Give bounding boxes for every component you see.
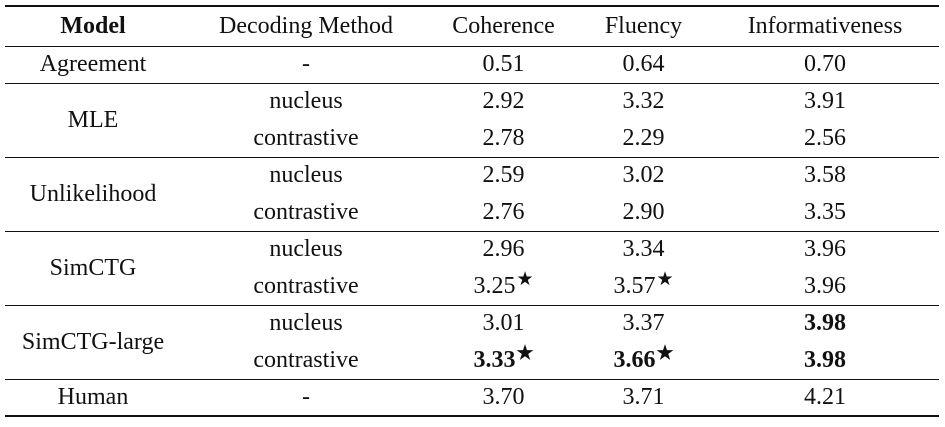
informativeness-cell: 3.58 xyxy=(711,156,939,194)
significance-star-icon: ★ xyxy=(516,268,534,290)
human-informativeness-cell: 4.21 xyxy=(711,378,939,417)
fluency-cell: 2.29 xyxy=(622,124,665,151)
fluency-cell: 2.90 xyxy=(622,198,665,225)
informativeness-cell: 3.96 xyxy=(711,230,939,268)
decoding-cell: contrastive xyxy=(253,124,359,151)
informativeness-cell: 3.96 xyxy=(804,272,846,299)
model-cell-simctg-large: SimCTG-large xyxy=(5,304,181,379)
fluency-cell: 3.37 xyxy=(576,304,711,342)
fluency-value: 3.66 xyxy=(613,346,656,373)
decoding-cell: nucleus xyxy=(181,156,431,194)
fluency-cell: 3.32 xyxy=(576,82,711,120)
results-table-container: Model Decoding Method Coherence Fluency … xyxy=(5,0,939,417)
header-model: Model xyxy=(60,12,126,39)
mle-nucleus-row: MLE nucleus 2.92 3.32 3.91 xyxy=(5,82,939,157)
significance-star-icon: ★ xyxy=(656,268,674,290)
agreement-decoding-cell: - xyxy=(302,51,310,77)
header-coherence: Coherence xyxy=(452,12,555,39)
informativeness-cell-best: 3.98 xyxy=(804,346,846,373)
coherence-cell: 3.25★ xyxy=(431,268,576,305)
header-informativeness: Informativeness xyxy=(747,12,903,39)
header-fluency: Fluency xyxy=(604,12,683,39)
agreement-informativeness-cell: 0.70 xyxy=(804,51,846,77)
human-evaluation-table: Model Decoding Method Coherence Fluency … xyxy=(5,5,939,417)
informativeness-cell-best: 3.98 xyxy=(711,304,939,342)
informativeness-cell: 3.35 xyxy=(804,198,846,225)
decoding-cell: contrastive xyxy=(253,346,359,373)
model-cell-unlikelihood: Unlikelihood xyxy=(5,156,181,231)
significance-star-icon: ★ xyxy=(656,342,674,364)
fluency-cell: 3.57★ xyxy=(576,268,711,305)
human-coherence-cell: 3.70 xyxy=(431,378,576,417)
unlikelihood-contrastive-row: contrastive 2.76 2.90 3.35 xyxy=(5,194,939,231)
coherence-value: 3.33 xyxy=(473,346,516,373)
fluency-cell: 3.34 xyxy=(576,230,711,268)
human-model-cell: Human xyxy=(5,378,181,417)
coherence-cell-best: 3.33★ xyxy=(431,342,576,379)
agreement-coherence-cell: 0.51 xyxy=(482,51,525,77)
coherence-cell: 2.76 xyxy=(482,198,525,225)
coherence-cell: 2.92 xyxy=(431,82,576,120)
human-fluency-cell: 3.71 xyxy=(576,378,711,417)
model-cell-mle: MLE xyxy=(5,82,181,157)
fluency-value: 3.57 xyxy=(613,272,656,299)
agreement-row: Agreement - 0.51 0.64 0.70 xyxy=(5,46,939,83)
header-row: Model Decoding Method Coherence Fluency … xyxy=(5,6,939,46)
decoding-cell: contrastive xyxy=(253,272,359,299)
human-row: Human - 3.70 3.71 4.21 xyxy=(5,378,939,417)
coherence-cell: 2.59 xyxy=(431,156,576,194)
simctg-contrastive-row: contrastive 3.25★ 3.57★ 3.96 xyxy=(5,268,939,305)
coherence-cell: 3.01 xyxy=(431,304,576,342)
simctg-nucleus-row: SimCTG nucleus 2.96 3.34 3.96 xyxy=(5,230,939,305)
mle-contrastive-row: contrastive 2.78 2.29 2.56 xyxy=(5,120,939,157)
decoding-cell: nucleus xyxy=(181,304,431,342)
simctg-large-nucleus-row: SimCTG-large nucleus 3.01 3.37 3.98 xyxy=(5,304,939,379)
decoding-cell: contrastive xyxy=(253,198,359,225)
model-cell-simctg: SimCTG xyxy=(5,230,181,305)
fluency-cell-best: 3.66★ xyxy=(576,342,711,379)
unlikelihood-nucleus-row: Unlikelihood nucleus 2.59 3.02 3.58 xyxy=(5,156,939,231)
decoding-cell: nucleus xyxy=(181,82,431,120)
agreement-fluency-cell: 0.64 xyxy=(622,51,665,77)
agreement-model-cell: Agreement xyxy=(39,51,147,77)
header-decoding-method: Decoding Method xyxy=(219,12,393,39)
simctg-large-contrastive-row: contrastive 3.33★ 3.66★ 3.98 xyxy=(5,342,939,379)
fluency-cell: 3.02 xyxy=(576,156,711,194)
human-decoding-cell: - xyxy=(181,378,431,417)
coherence-cell: 2.78 xyxy=(482,124,525,151)
informativeness-cell: 2.56 xyxy=(804,124,846,151)
informativeness-cell: 3.91 xyxy=(711,82,939,120)
coherence-cell: 2.96 xyxy=(431,230,576,268)
decoding-cell: nucleus xyxy=(181,230,431,268)
coherence-value: 3.25 xyxy=(473,272,516,299)
significance-star-icon: ★ xyxy=(516,342,534,364)
